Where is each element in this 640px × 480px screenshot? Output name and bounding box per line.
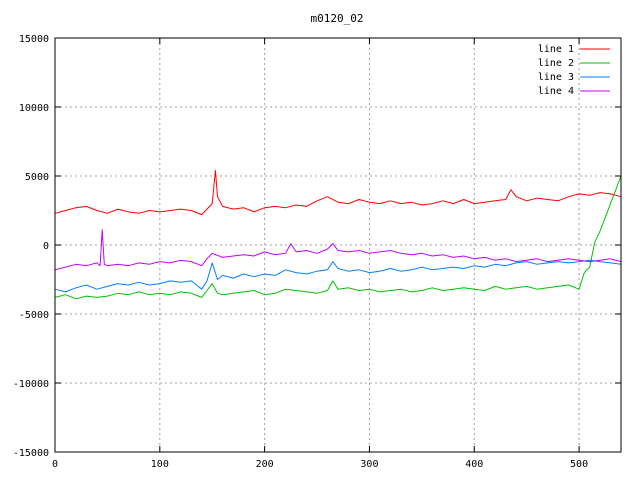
y-tick-label: 10000 xyxy=(19,103,49,114)
legend-label: line 1 xyxy=(538,44,574,55)
y-tick-label: -15000 xyxy=(13,448,49,459)
series-line-2 xyxy=(54,175,622,300)
x-tick-label: 100 xyxy=(151,459,169,470)
series-line-1 xyxy=(54,170,622,216)
x-tick-label: 500 xyxy=(570,459,588,470)
series-line-4 xyxy=(54,229,622,271)
chart-title: m0120_02 xyxy=(311,12,364,25)
y-tick-label: 5000 xyxy=(25,172,49,183)
x-tick-label: 200 xyxy=(256,459,274,470)
legend-label: line 3 xyxy=(538,72,574,83)
x-tick-label: 300 xyxy=(360,459,378,470)
series-lines xyxy=(54,170,622,300)
y-tick-label: -5000 xyxy=(19,310,49,321)
legend: line 1 line 2 line 3 line 4 xyxy=(538,44,610,97)
series-line-3 xyxy=(54,259,622,293)
axis-ticks: 0 100 200 300 400 500 15000 10000 5000 0 -5000 -100… xyxy=(13,34,621,470)
legend-label: line 2 xyxy=(538,58,574,69)
y-tick-label: 0 xyxy=(43,241,49,252)
x-tick-label: 400 xyxy=(465,459,483,470)
grid-lines xyxy=(55,38,621,452)
x-tick-label: 0 xyxy=(52,459,58,470)
y-tick-label: 15000 xyxy=(19,34,49,45)
legend-label: line 4 xyxy=(538,86,574,97)
y-tick-label: -10000 xyxy=(13,379,49,390)
